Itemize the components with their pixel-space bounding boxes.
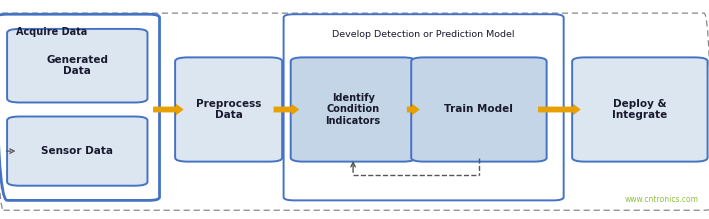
FancyBboxPatch shape: [7, 29, 147, 102]
Text: Generated
Data: Generated Data: [46, 55, 108, 76]
Text: Train Model: Train Model: [445, 104, 513, 115]
Text: Identify
Condition
Indicators: Identify Condition Indicators: [325, 93, 381, 126]
Text: Acquire Data: Acquire Data: [16, 27, 86, 37]
Text: www.cntronics.com: www.cntronics.com: [625, 195, 698, 204]
FancyBboxPatch shape: [291, 57, 415, 162]
Text: Deploy &
Integrate: Deploy & Integrate: [613, 99, 667, 120]
Text: Preprocess
Data: Preprocess Data: [196, 99, 262, 120]
FancyBboxPatch shape: [7, 117, 147, 186]
FancyBboxPatch shape: [175, 57, 282, 162]
Text: Sensor Data: Sensor Data: [41, 146, 113, 156]
Text: Develop Detection or Prediction Model: Develop Detection or Prediction Model: [333, 30, 515, 39]
FancyBboxPatch shape: [411, 57, 547, 162]
FancyBboxPatch shape: [572, 57, 708, 162]
